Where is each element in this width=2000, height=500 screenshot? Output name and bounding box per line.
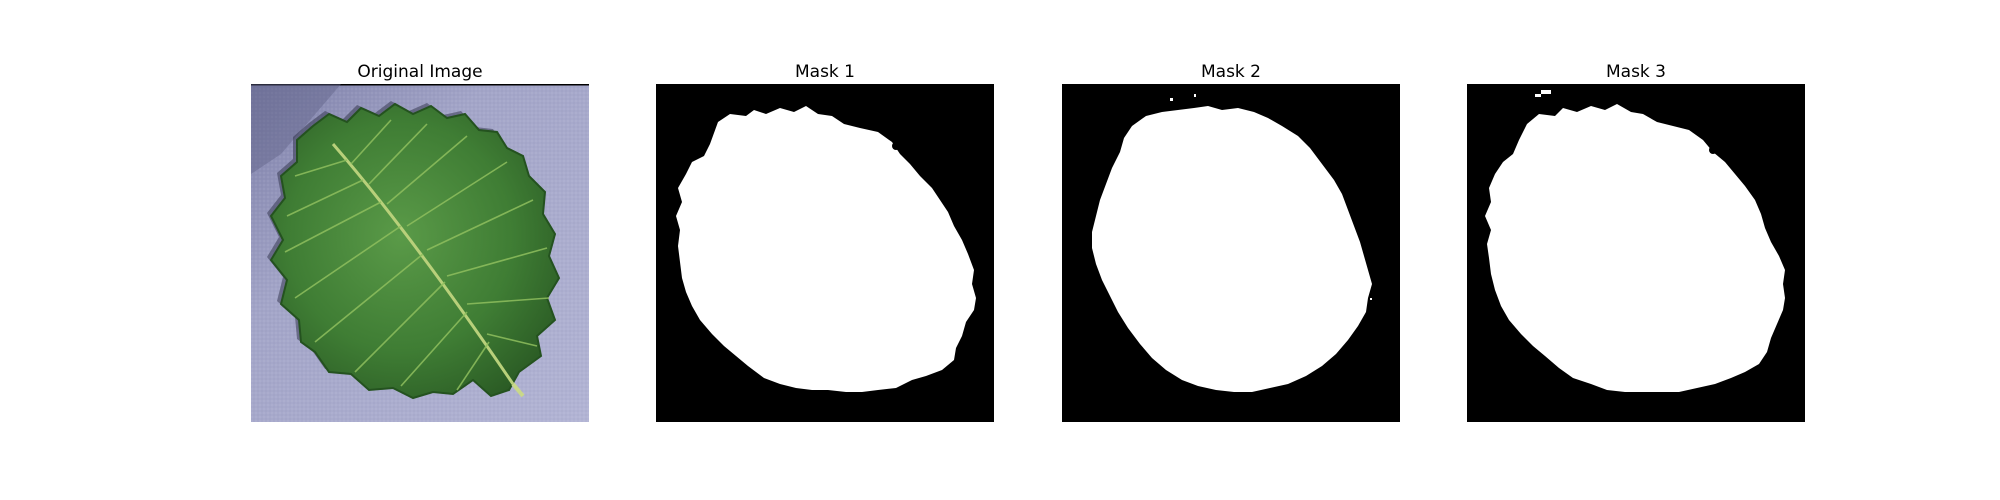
original-image-panel: Original Image — [251, 61, 589, 422]
mask-3-image — [1467, 84, 1805, 422]
mask-2-image — [1062, 84, 1400, 422]
mask-1-image — [656, 84, 994, 422]
mask-3-title: Mask 3 — [1605, 62, 1666, 82]
mask-1-panel: Mask 1 — [656, 61, 994, 422]
mask-1-title: Mask 1 — [794, 62, 855, 82]
mask-2-title: Mask 2 — [1200, 62, 1261, 82]
original-image-title: Original Image — [357, 62, 483, 82]
original-leaf-image — [251, 84, 589, 422]
mask-2-panel: Mask 2 — [1062, 61, 1400, 422]
mask-3-panel: Mask 3 — [1467, 61, 1805, 422]
